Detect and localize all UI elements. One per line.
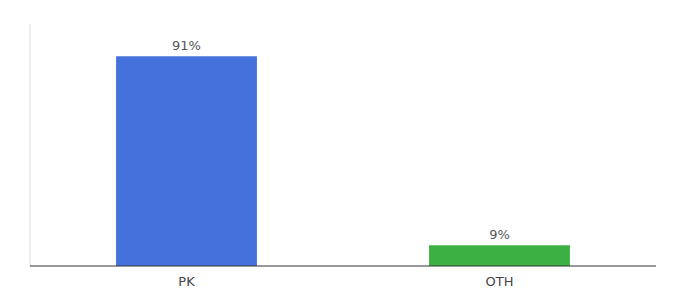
chart-container: 91% 9% PK OTH bbox=[0, 0, 680, 300]
page: {"chart_data": {"type": "bar", "categori… bbox=[0, 0, 680, 300]
plot-area: 91% 9% PK OTH bbox=[30, 24, 656, 289]
bar bbox=[429, 245, 570, 266]
x-axis-line bbox=[30, 266, 656, 267]
data-label: 9% bbox=[489, 227, 510, 242]
chart-svg: 91% 9% PK OTH bbox=[0, 0, 680, 300]
y-axis-line bbox=[30, 24, 31, 266]
x-tick-label: PK bbox=[178, 274, 195, 289]
bars bbox=[116, 56, 570, 266]
x-tick-label: OTH bbox=[486, 274, 514, 289]
bar bbox=[116, 56, 257, 266]
data-label: 91% bbox=[172, 38, 201, 53]
